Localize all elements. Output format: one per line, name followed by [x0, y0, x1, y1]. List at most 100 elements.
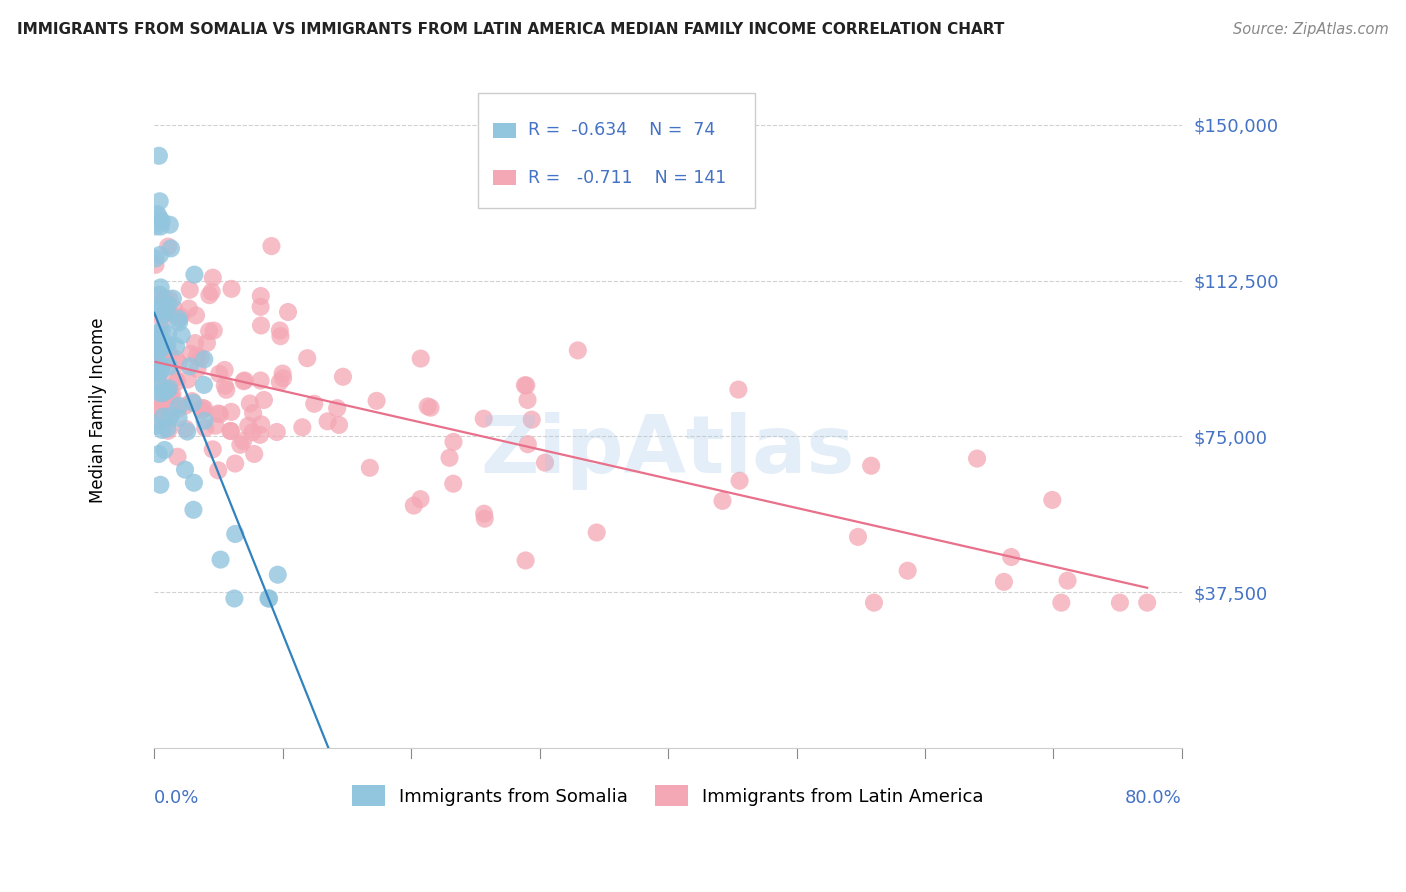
- Point: [157, 387, 180, 401]
- FancyBboxPatch shape: [478, 94, 755, 208]
- Point: [145, 418, 167, 433]
- Point: [191, 401, 214, 415]
- Point: [174, 399, 197, 413]
- Point: [269, 375, 291, 389]
- Point: [443, 434, 465, 449]
- Point: [711, 494, 734, 508]
- Point: [993, 574, 1015, 589]
- Text: R =   -0.711    N = 141: R = -0.711 N = 141: [529, 169, 727, 186]
- Point: [214, 363, 236, 377]
- Point: [150, 359, 173, 374]
- Point: [224, 527, 246, 541]
- Point: [152, 313, 174, 327]
- Point: [233, 374, 256, 388]
- Point: [727, 383, 749, 397]
- Point: [146, 343, 169, 357]
- Point: [152, 386, 174, 401]
- Point: [145, 326, 167, 341]
- Text: R =  -0.634    N =  74: R = -0.634 N = 74: [529, 121, 716, 139]
- Point: [148, 447, 170, 461]
- Point: [157, 305, 180, 319]
- Point: [208, 367, 231, 381]
- Point: [146, 298, 169, 312]
- Point: [150, 401, 173, 415]
- Point: [302, 397, 325, 411]
- Point: [249, 289, 271, 303]
- Point: [316, 414, 339, 428]
- Point: [148, 288, 170, 302]
- Point: [201, 285, 224, 299]
- Point: [214, 378, 236, 392]
- Point: [181, 394, 204, 409]
- FancyBboxPatch shape: [494, 123, 516, 137]
- Point: [167, 316, 190, 330]
- Point: [146, 347, 169, 361]
- Point: [153, 293, 176, 307]
- Point: [186, 362, 208, 376]
- Point: [215, 383, 238, 397]
- Point: [1056, 574, 1078, 588]
- Point: [232, 374, 254, 388]
- Point: [585, 525, 607, 540]
- Point: [160, 241, 183, 255]
- Point: [183, 475, 205, 490]
- Point: [167, 356, 190, 370]
- Point: [163, 371, 186, 385]
- Point: [253, 392, 276, 407]
- Point: [157, 359, 180, 374]
- Point: [409, 351, 432, 366]
- Point: [183, 503, 205, 517]
- Point: [149, 340, 172, 354]
- Point: [176, 425, 198, 439]
- Point: [157, 292, 180, 306]
- Point: [148, 385, 170, 400]
- Point: [193, 401, 215, 416]
- Point: [146, 301, 169, 316]
- Point: [177, 373, 200, 387]
- Point: [201, 442, 224, 457]
- Point: [249, 374, 271, 388]
- Point: [257, 591, 280, 606]
- Point: [326, 401, 349, 416]
- Point: [229, 438, 252, 452]
- Point: [149, 302, 172, 317]
- Point: [156, 383, 179, 397]
- Point: [180, 347, 202, 361]
- Point: [863, 596, 886, 610]
- Point: [1136, 596, 1159, 610]
- Point: [179, 359, 201, 374]
- Point: [516, 437, 538, 451]
- Point: [145, 342, 167, 356]
- Point: [149, 331, 172, 345]
- Point: [419, 401, 441, 415]
- Point: [271, 371, 294, 385]
- Point: [243, 447, 266, 461]
- Point: [239, 396, 262, 410]
- Point: [207, 407, 229, 421]
- Point: [567, 343, 589, 358]
- Text: Median Family Income: Median Family Income: [89, 318, 107, 503]
- Point: [232, 434, 254, 448]
- Point: [155, 337, 177, 351]
- Point: [472, 507, 495, 521]
- Point: [242, 425, 264, 440]
- Point: [157, 326, 180, 341]
- Point: [157, 345, 180, 359]
- Point: [174, 422, 197, 436]
- Point: [198, 324, 221, 338]
- Point: [267, 567, 290, 582]
- Point: [515, 378, 537, 392]
- Point: [149, 365, 172, 379]
- Point: [269, 324, 291, 338]
- Point: [846, 530, 869, 544]
- Point: [249, 427, 271, 442]
- Point: [207, 463, 229, 477]
- Point: [163, 301, 186, 316]
- Point: [149, 248, 172, 262]
- Point: [202, 324, 225, 338]
- Point: [156, 384, 179, 398]
- Point: [167, 311, 190, 326]
- Point: [177, 301, 200, 316]
- Point: [145, 342, 167, 356]
- Point: [1000, 549, 1022, 564]
